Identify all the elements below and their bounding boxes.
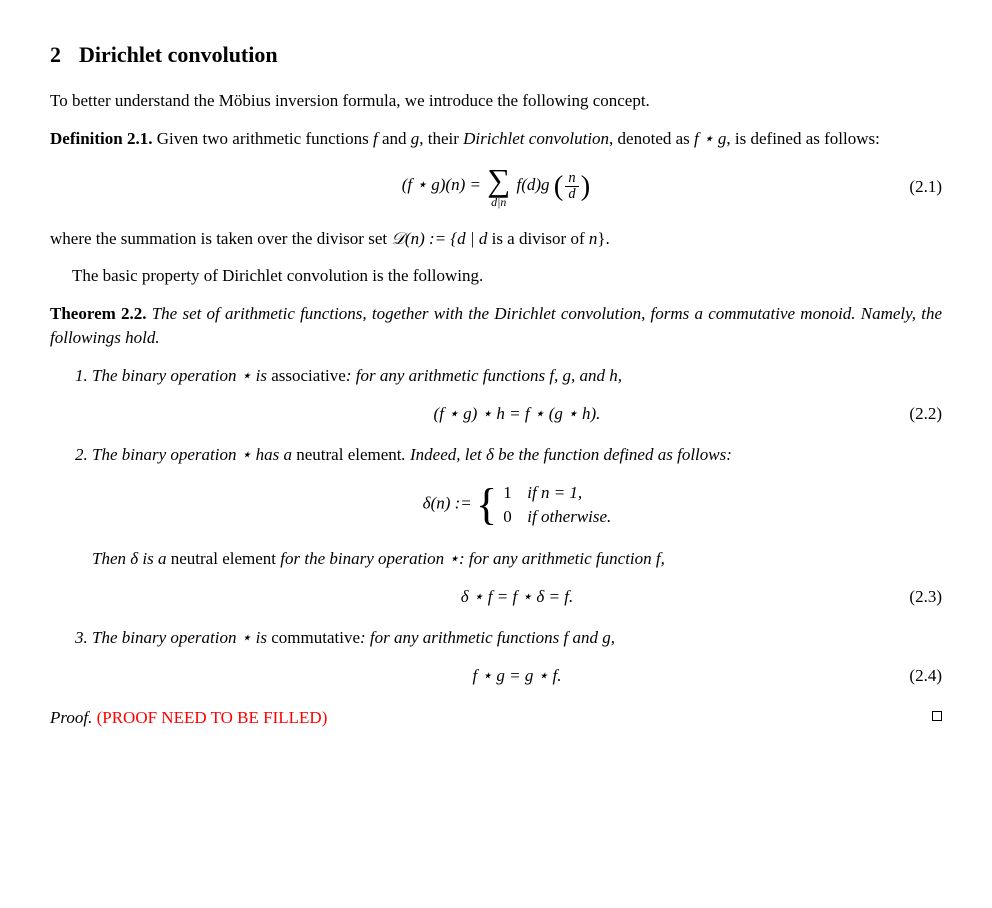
- where-a: where the summation is taken over the di…: [50, 229, 391, 248]
- def-text-1: Given two arithmetic functions: [152, 129, 372, 148]
- equation-2-1: (f ⋆ g)(n) = ∑d|n f(d)g (nd) (2.1): [50, 164, 942, 208]
- delta-lhs: δ(n) :=: [423, 494, 476, 513]
- def-text-2: , their: [419, 129, 463, 148]
- eq23-number: (2.3): [909, 585, 942, 609]
- item2-neutral: neutral element: [296, 445, 401, 464]
- theorem-item-2: The binary operation ⋆ has a neutral ele…: [92, 443, 942, 608]
- eq24-body: f ⋆ g = g ⋆ f.: [92, 664, 942, 688]
- cases-brace-group: { 1if n = 1, 0if otherwise.: [476, 481, 611, 529]
- item3-b: : for any arithmetic functions f and g,: [360, 628, 615, 647]
- theorem-label: Theorem 2.2.: [50, 304, 147, 323]
- proof-placeholder: (PROOF NEED TO BE FILLED): [97, 708, 328, 727]
- delta-definition: δ(n) := { 1if n = 1, 0if otherwise.: [92, 481, 942, 529]
- def-g: g: [411, 129, 420, 148]
- item2b-neutral: neutral element: [171, 549, 276, 568]
- item2b-b: for the binary operation ⋆: for any arit…: [276, 549, 665, 568]
- item1-a: The binary operation ⋆ is: [92, 366, 271, 385]
- equation-2-2: (f ⋆ g) ⋆ h = f ⋆ (g ⋆ h). (2.2): [92, 402, 942, 426]
- theorem-list: The binary operation ⋆ is associative: f…: [50, 364, 942, 688]
- definition-block: Definition 2.1. Given two arithmetic fun…: [50, 127, 942, 151]
- section-number: 2: [50, 40, 61, 71]
- where-c: }.: [597, 229, 609, 248]
- case1-val: 1: [503, 481, 527, 505]
- case2-cond: if otherwise.: [527, 507, 611, 526]
- frac-den: d: [565, 187, 578, 202]
- item2-b: . Indeed, let δ be the function defined …: [402, 445, 732, 464]
- equation-2-4: f ⋆ g = g ⋆ f. (2.4): [92, 664, 942, 688]
- where-Dn: 𝒟(n) := {d | d: [391, 229, 487, 248]
- definition-label: Definition 2.1.: [50, 129, 152, 148]
- sum-operator: ∑d|n: [487, 164, 510, 208]
- equation-2-3: δ ⋆ f = f ⋆ δ = f. (2.3): [92, 585, 942, 609]
- def-text-4: , is defined as follows:: [726, 129, 879, 148]
- theorem-body: The set of arithmetic functions, togethe…: [50, 304, 942, 347]
- item3-a: The binary operation ⋆ is: [92, 628, 271, 647]
- sum-sub: d|n: [487, 197, 510, 209]
- where-clause: where the summation is taken over the di…: [50, 227, 942, 251]
- def-text-3: , denoted as: [609, 129, 694, 148]
- eq22-body: (f ⋆ g) ⋆ h = f ⋆ (g ⋆ h).: [92, 402, 942, 426]
- item1-b: : for any arithmetic functions f, g, and…: [346, 366, 622, 385]
- eq21-number: (2.1): [909, 175, 942, 199]
- proof-line: Proof. (PROOF NEED TO BE FILLED): [50, 706, 942, 730]
- item2-a: The binary operation ⋆ has a: [92, 445, 296, 464]
- where-b: is a divisor of: [487, 229, 589, 248]
- eq21-lhs: (f ⋆ g)(n) =: [402, 175, 485, 194]
- theorem-item-3: The binary operation ⋆ is commutative: f…: [92, 626, 942, 688]
- basic-property: The basic property of Dirichlet convolut…: [50, 264, 942, 288]
- proof-label: Proof.: [50, 708, 92, 727]
- eq21-body: f(d)g: [512, 175, 554, 194]
- eq22-number: (2.2): [909, 402, 942, 426]
- section-heading: 2 Dirichlet convolution: [50, 40, 942, 71]
- eq21-content: (f ⋆ g)(n) = ∑d|n f(d)g (nd): [50, 164, 942, 208]
- def-term: Dirichlet convolution: [463, 129, 609, 148]
- eq21-frac: nd: [565, 171, 578, 202]
- intro-paragraph: To better understand the Möbius inversio…: [50, 89, 942, 113]
- theorem-block: Theorem 2.2. The set of arithmetic funct…: [50, 302, 942, 350]
- theorem-item-1: The binary operation ⋆ is associative: f…: [92, 364, 942, 426]
- eq23-body: δ ⋆ f = f ⋆ δ = f.: [92, 585, 942, 609]
- section-title: Dirichlet convolution: [79, 42, 278, 67]
- def-fg: f ⋆ g: [694, 129, 726, 148]
- item1-assoc: associative: [271, 366, 346, 385]
- frac-num: n: [565, 171, 578, 187]
- case2-val: 0: [503, 505, 527, 529]
- eq24-number: (2.4): [909, 664, 942, 688]
- def-and: and: [378, 129, 411, 148]
- case1-cond: if n = 1,: [527, 483, 582, 502]
- item2b-a: Then δ is a: [92, 549, 171, 568]
- item3-comm: commutative: [271, 628, 360, 647]
- qed-box: [932, 711, 942, 721]
